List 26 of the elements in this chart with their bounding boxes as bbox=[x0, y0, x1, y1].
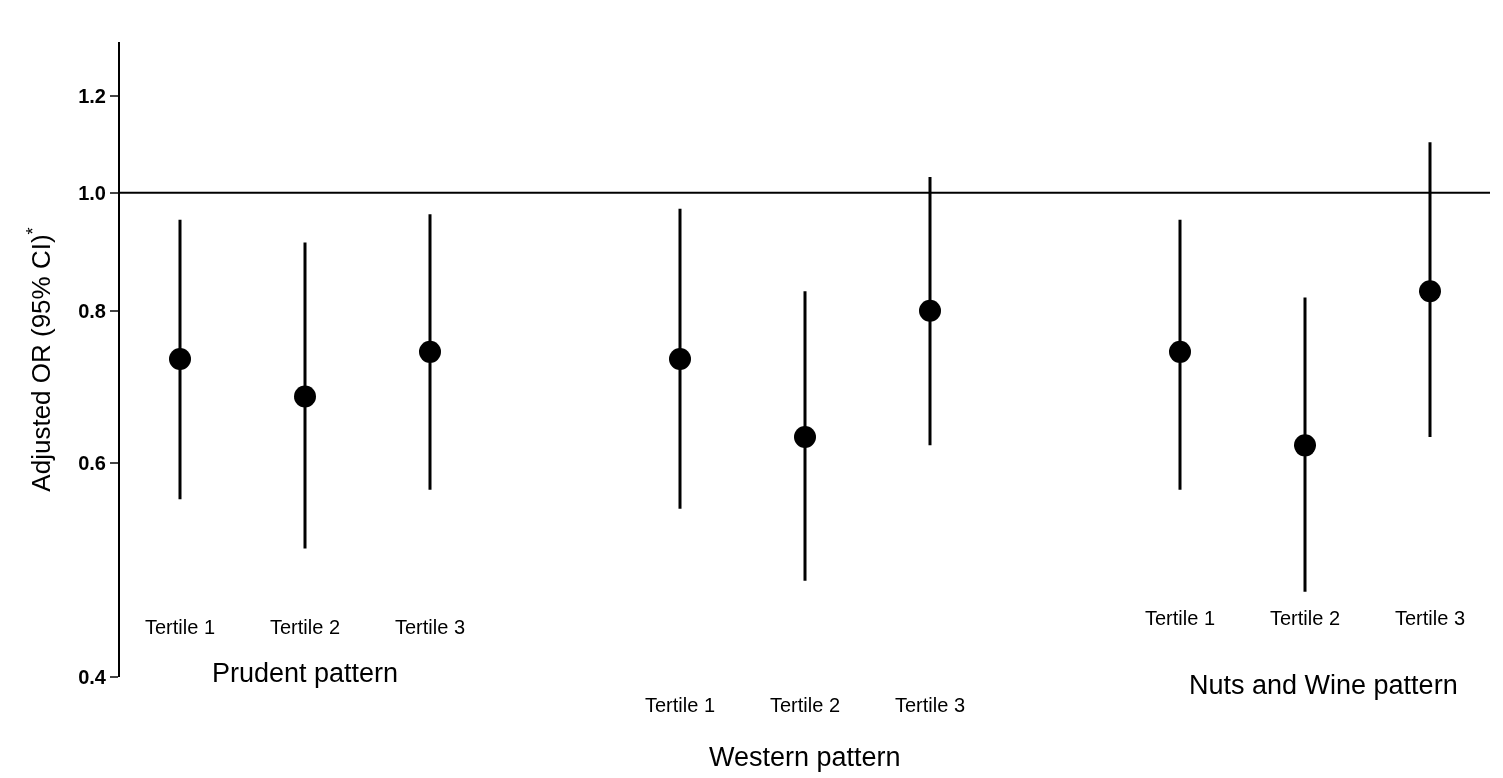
point bbox=[419, 340, 441, 363]
x-tick-label: Tertile 1 bbox=[1145, 607, 1216, 629]
point bbox=[1169, 340, 1191, 363]
point bbox=[669, 348, 691, 371]
point bbox=[1419, 280, 1441, 303]
annotation: Nuts and Wine pattern bbox=[1189, 670, 1458, 700]
x-tick-label: Tertile 2 bbox=[770, 694, 841, 716]
x-tick-label: Tertile 1 bbox=[145, 616, 216, 638]
point bbox=[1294, 434, 1316, 457]
x-tick-label: Tertile 3 bbox=[395, 616, 466, 638]
y-tick-label: 1.0 bbox=[78, 181, 106, 204]
x-tick-label: Tertile 2 bbox=[1270, 607, 1341, 629]
point bbox=[919, 299, 941, 322]
x-tick-label: Tertile 1 bbox=[645, 694, 716, 716]
y-tick-label: 0.8 bbox=[78, 299, 106, 322]
y-tick-label: 1.2 bbox=[78, 85, 106, 108]
text: Western pattern bbox=[709, 742, 901, 772]
x-tick-label: Tertile 3 bbox=[1395, 607, 1466, 629]
point bbox=[794, 425, 816, 448]
y-tick-label: 0.4 bbox=[78, 666, 107, 688]
annotation: Prudent pattern bbox=[212, 658, 399, 688]
x-tick-label: Tertile 2 bbox=[270, 616, 341, 638]
y-tick-label: 0.6 bbox=[78, 451, 106, 474]
point bbox=[169, 348, 191, 371]
point bbox=[294, 385, 316, 408]
x-tick-label: Tertile 3 bbox=[895, 694, 966, 716]
